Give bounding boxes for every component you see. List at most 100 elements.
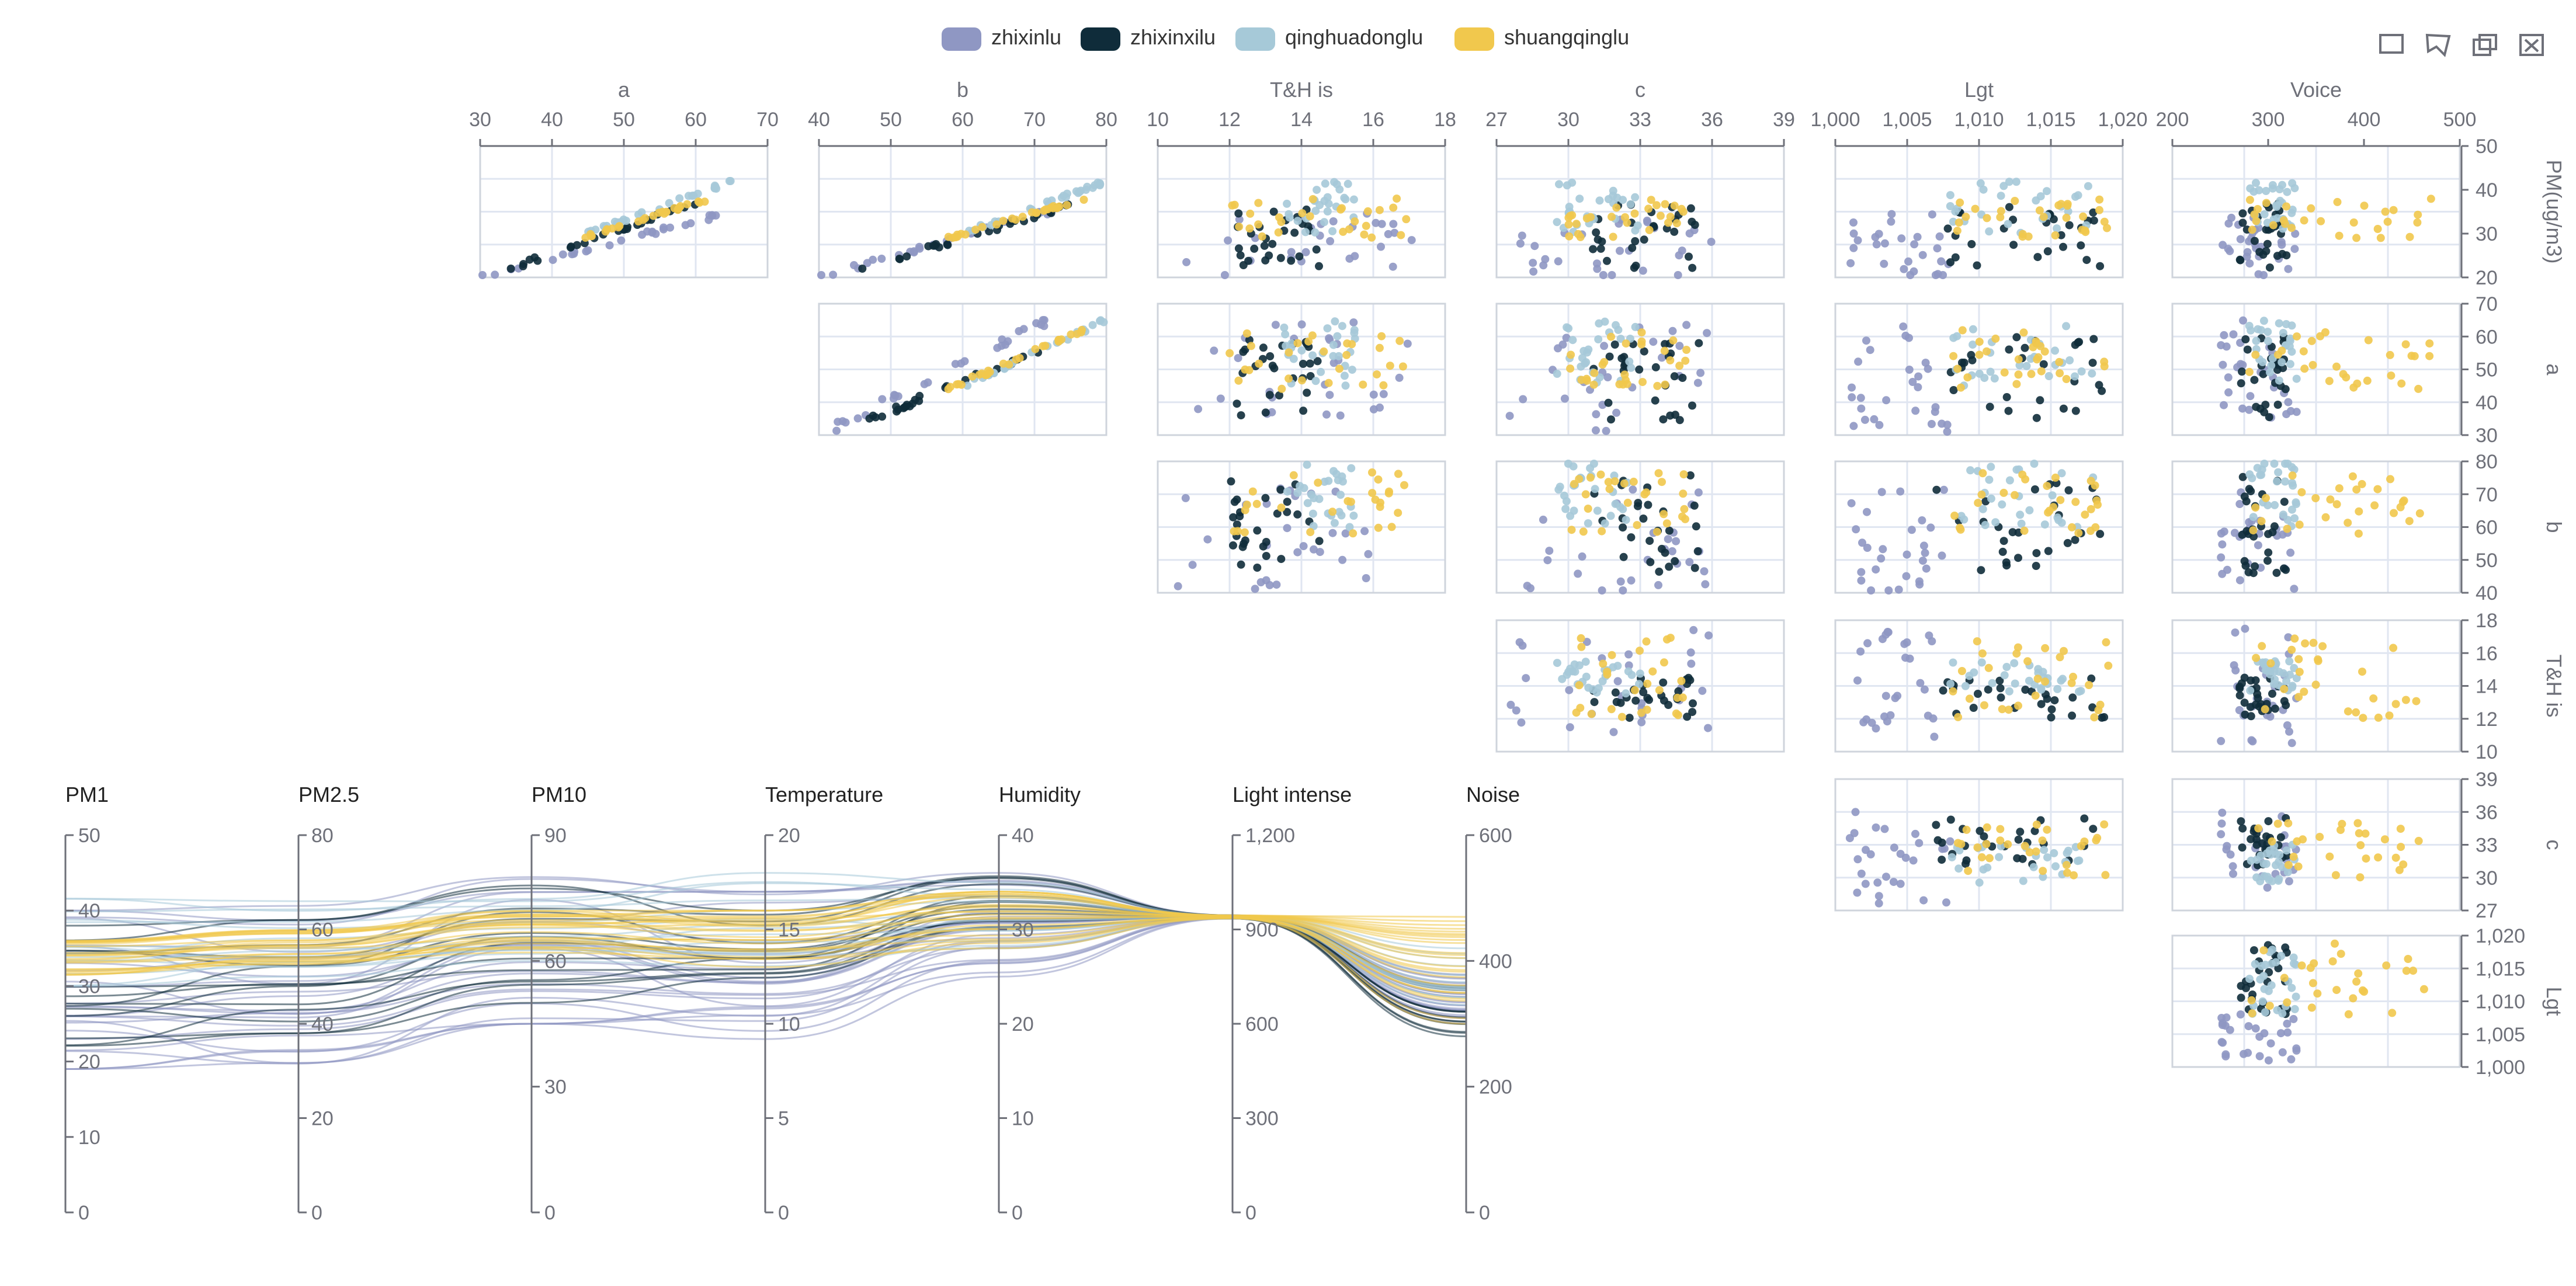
scatter-point-qinghuadonglu: [2064, 846, 2072, 855]
scatter-point-qinghuadonglu: [1335, 185, 1344, 194]
legend-item-shuangqinglu[interactable]: shuangqinglu: [1454, 25, 1629, 51]
scatter-point-shuangqinglu: [2284, 861, 2293, 870]
scatter-point-zhixinlu: [2260, 1029, 2269, 1038]
scatter-point-shuangqinglu: [1681, 515, 1689, 523]
scatter-point-shuangqinglu: [1240, 528, 1249, 537]
tick-label: 10: [1012, 1108, 1034, 1130]
scatter-point-zhixinxilu: [1938, 856, 1946, 864]
scatter-point-shuangqinglu: [2037, 367, 2046, 376]
scatter-point-shuangqinglu: [1400, 481, 1408, 489]
brush-polygon-icon[interactable]: [2425, 33, 2451, 57]
brush-clear-icon[interactable]: [2519, 34, 2544, 56]
scatter-point-shuangqinglu: [1975, 338, 1984, 346]
scatter-point-shuangqinglu: [608, 224, 617, 233]
scatter-point-shuangqinglu: [2288, 471, 2297, 480]
scatter-point-zhixinlu: [1853, 236, 1862, 245]
scatter-point-qinghuadonglu: [1978, 505, 1987, 513]
scatter-point-qinghuadonglu: [2276, 196, 2285, 205]
scatter-point-zhixinlu: [1890, 843, 1898, 852]
scatter-point-shuangqinglu: [1564, 220, 1573, 229]
scatter-point-shuangqinglu: [694, 197, 703, 206]
scatter-point-shuangqinglu: [968, 372, 977, 381]
scatter-matrix-points: [478, 177, 2435, 1065]
scatter-point-shuangqinglu: [2069, 672, 2077, 681]
scatter-point-zhixinxilu: [1651, 363, 1660, 371]
scatter-point-shuangqinglu: [2349, 994, 2358, 1003]
legend-item-zhixinlu[interactable]: zhixinlu: [942, 25, 1061, 51]
scatter-point-qinghuadonglu: [2270, 680, 2279, 689]
scatter-point-zhixinxilu: [1661, 340, 1669, 349]
scatter-point-qinghuadonglu: [2279, 510, 2287, 519]
scatter-point-zhixinlu: [1894, 585, 1903, 594]
scatter-point-shuangqinglu: [1570, 479, 1578, 488]
scatter-point-zhixinxilu: [1974, 690, 1982, 698]
parallel-axis-title: Noise: [1466, 783, 1520, 807]
scatter-point-shuangqinglu: [1607, 332, 1615, 341]
scatter-point-zhixinlu: [2290, 245, 2299, 253]
scatter-point-zhixinlu: [1875, 420, 1884, 429]
scatter-point-shuangqinglu: [2039, 867, 2047, 875]
scatter-point-zhixinxilu: [2039, 360, 2048, 369]
tick-label: 20: [311, 1108, 334, 1130]
scatter-point-shuangqinglu: [1603, 670, 1612, 679]
scatter-point-shuangqinglu: [1242, 329, 1251, 338]
tick-label: 600: [1479, 825, 1512, 847]
brush-keep-icon[interactable]: [2473, 34, 2497, 56]
scatter-point-shuangqinglu: [2063, 868, 2071, 877]
scatter-point-zhixinlu: [2255, 1052, 2264, 1061]
legend-item-qinghuadonglu[interactable]: qinghuadonglu: [1235, 25, 1423, 51]
scatter-point-qinghuadonglu: [1969, 325, 1977, 333]
scatter-point-zhixinxilu: [2240, 492, 2249, 501]
brush-rect-icon[interactable]: [2379, 34, 2404, 54]
scatter-point-zhixinlu: [1908, 378, 1917, 386]
scatter-point-shuangqinglu: [2325, 852, 2334, 861]
scatter-point-shuangqinglu: [1950, 512, 1959, 520]
scatter-point-zhixinlu: [1880, 239, 1889, 248]
scatter-point-zhixinxilu: [895, 255, 904, 263]
scatter-point-qinghuadonglu: [2290, 514, 2299, 523]
scatter-point-qinghuadonglu: [2272, 958, 2280, 967]
scatter-point-shuangqinglu: [1664, 218, 1672, 227]
tick-label: 80: [2476, 451, 2498, 473]
scatter-point-qinghuadonglu: [2273, 214, 2282, 223]
scatter-point-qinghuadonglu: [1336, 491, 1345, 499]
scatter-point-qinghuadonglu: [1979, 185, 1988, 194]
scatter-point-zhixinxilu: [1290, 228, 1299, 237]
scatter-point-shuangqinglu: [1629, 477, 1638, 486]
scatter-point-zhixinlu: [2238, 404, 2247, 413]
scatter-point-shuangqinglu: [2283, 524, 2292, 533]
scatter-point-zhixinlu: [1643, 216, 1651, 225]
scatter-point-zhixinlu: [2218, 569, 2227, 578]
scatter-point-qinghuadonglu: [1619, 505, 1627, 513]
scatter-point-qinghuadonglu: [1313, 186, 1321, 194]
scatter-point-zhixinxilu: [2088, 359, 2097, 367]
scatter-point-zhixinxilu: [2004, 406, 2013, 415]
tick-label: 50: [2476, 359, 2498, 381]
scatter-point-qinghuadonglu: [634, 210, 643, 219]
scatter-point-shuangqinglu: [2068, 523, 2076, 531]
scatter-point-shuangqinglu: [1394, 470, 1402, 478]
scatter-point-qinghuadonglu: [1953, 332, 1961, 340]
scatter-point-zhixinxilu: [2016, 828, 2025, 836]
scatter-point-qinghuadonglu: [2287, 208, 2296, 217]
scatter-point-shuangqinglu: [2284, 819, 2293, 828]
scatter-point-zhixinlu: [2230, 529, 2239, 537]
tick-label: 40: [2476, 392, 2498, 414]
tick-label: 16: [2476, 642, 2498, 665]
scatter-point-zhixinlu: [2235, 500, 2244, 508]
scatter-point-qinghuadonglu: [1986, 367, 1995, 376]
scatter-point-qinghuadonglu: [2252, 336, 2261, 345]
scatter-point-zhixinxilu: [1250, 244, 1259, 253]
scatter-point-zhixinxilu: [2037, 700, 2046, 708]
scatter-point-qinghuadonglu: [2261, 961, 2270, 969]
scatter-point-zhixinxilu: [2033, 253, 2042, 262]
scatter-point-zhixinlu: [1872, 240, 1881, 249]
scatter-point-shuangqinglu: [2332, 986, 2341, 995]
scatter-point-qinghuadonglu: [1287, 339, 1296, 348]
scatter-point-shuangqinglu: [1963, 373, 1972, 382]
scatter-point-zhixinxilu: [1303, 388, 1311, 397]
scatter-point-zhixinlu: [1369, 405, 1378, 413]
scatter-point-zhixinlu: [877, 255, 886, 263]
legend-item-zhixinxilu[interactable]: zhixinxilu: [1081, 25, 1216, 51]
